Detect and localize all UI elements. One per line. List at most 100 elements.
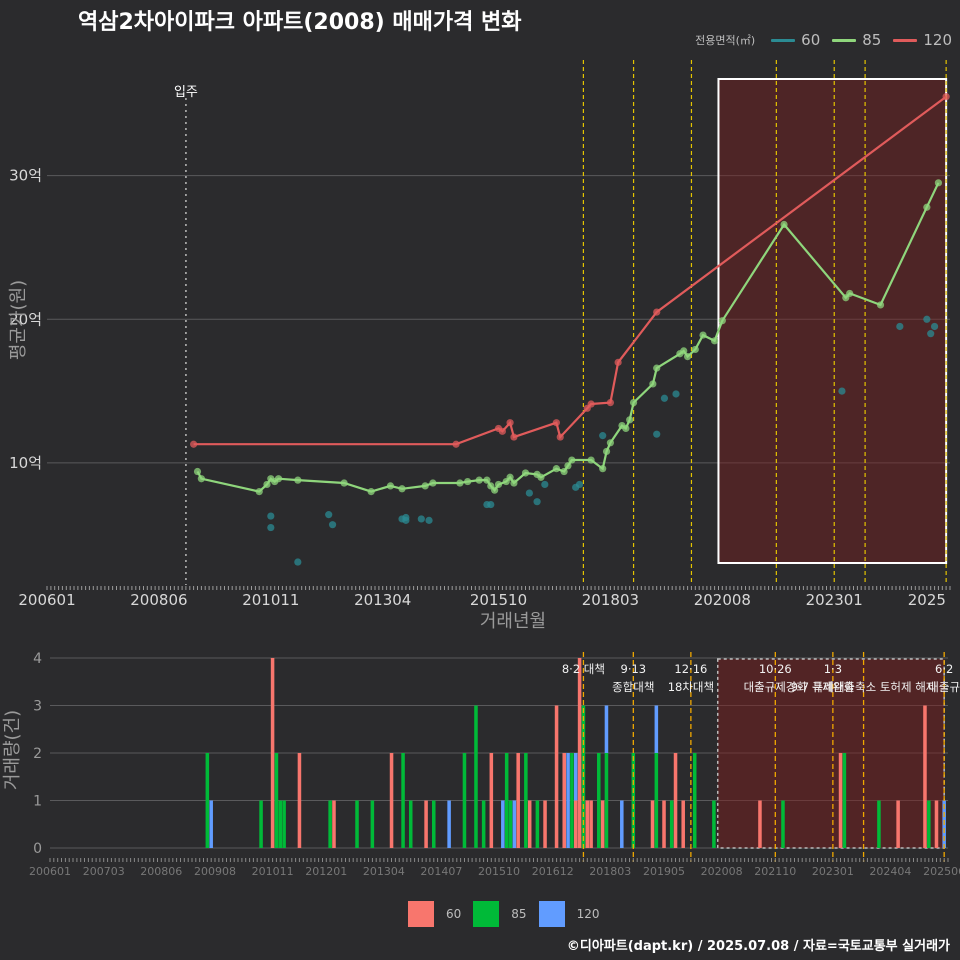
volume-bar-120 <box>501 800 505 848</box>
legend-line-icon <box>893 38 918 42</box>
volume-bar-85 <box>877 800 881 848</box>
x-tick-label: 200806 <box>130 591 187 609</box>
volume-bar-85 <box>431 800 436 848</box>
policy-label: 8·2 대책 <box>562 662 605 676</box>
volume-x-tick-label: 202110 <box>754 865 796 878</box>
data-point-85 <box>564 462 572 470</box>
volume-x-tick-label: 201304 <box>363 865 405 878</box>
data-point-60 <box>660 394 669 402</box>
volume-x-tick-label: 200601 <box>29 865 71 878</box>
policy-label: 12·16 <box>674 662 707 676</box>
volume-y-tick-label: 3 <box>33 699 42 715</box>
volume-bar-85 <box>328 800 332 848</box>
policy-label: 대출규 <box>928 680 960 694</box>
volume-bar-85 <box>692 753 697 848</box>
volume-bar-85 <box>205 753 210 848</box>
policy-label: 1·3 <box>824 662 842 676</box>
volume-bar-60 <box>585 800 590 848</box>
volume-bar-60 <box>589 800 593 848</box>
data-point-60 <box>672 390 680 398</box>
data-point-85 <box>510 479 518 487</box>
volume-y-tick-label: 2 <box>33 746 42 762</box>
volume-bar-60 <box>516 753 520 848</box>
data-point-60 <box>402 513 410 522</box>
volume-x-minor-ticks <box>49 858 949 862</box>
policy-label: 6·2 <box>935 662 953 676</box>
legend-swatch-icon <box>473 901 500 927</box>
data-point-60 <box>525 489 533 497</box>
data-point-85 <box>421 482 429 490</box>
volume-bar-60 <box>543 800 547 848</box>
data-point-120 <box>587 400 595 408</box>
volume-bar-85 <box>604 753 609 848</box>
volume-bar-60 <box>673 753 678 848</box>
data-point-60 <box>599 432 607 440</box>
x-tick-label: 201304 <box>354 591 411 609</box>
data-point-120 <box>653 308 661 316</box>
volume-bar-60 <box>297 753 302 848</box>
data-point-85 <box>568 456 576 464</box>
y-axis-title: 평균가(원) <box>8 280 29 360</box>
volume-y-tick-label: 0 <box>33 841 42 857</box>
data-point-60 <box>575 480 584 489</box>
data-point-85 <box>456 479 464 487</box>
data-point-85 <box>934 179 943 187</box>
volume-bar-120 <box>654 705 659 753</box>
data-point-120 <box>506 419 514 427</box>
data-point-85 <box>506 473 514 481</box>
volume-bar-85 <box>504 753 509 848</box>
volume-bar-60 <box>489 753 494 848</box>
data-point-60 <box>325 511 333 519</box>
volume-bar-60 <box>527 800 532 848</box>
policy-label: 종합대책 <box>612 680 654 694</box>
legend-line-icon <box>771 38 796 42</box>
data-point-60 <box>541 480 549 489</box>
data-point-85 <box>718 317 726 325</box>
data-point-60 <box>267 523 275 532</box>
volume-bar-60 <box>923 705 927 848</box>
legend-label-60: 60 <box>801 31 821 49</box>
data-point-85 <box>274 475 283 483</box>
volume-bar-60 <box>662 800 666 848</box>
data-point-85 <box>602 447 611 456</box>
volume-x-tick-label: 201201 <box>305 865 347 878</box>
legend-volume-label-120: 120 <box>576 907 600 921</box>
highlight-region <box>717 78 948 564</box>
data-point-60 <box>653 430 661 438</box>
data-point-85 <box>626 416 634 424</box>
data-point-85 <box>491 486 499 494</box>
legend-volume-item-120: 120 <box>538 901 600 927</box>
legend-volume-label-60: 60 <box>446 907 462 921</box>
data-point-60 <box>267 512 275 520</box>
volume-y-tick-label: 4 <box>33 651 42 667</box>
volume-y-axis-title: 거래량(건) <box>2 710 23 790</box>
data-point-85 <box>587 456 595 464</box>
volume-bar-85 <box>597 753 601 848</box>
data-point-60 <box>533 498 541 506</box>
price-chart: 10억 20억 30억 입주 200601 200806 201011 201304 20151… <box>8 60 951 632</box>
volume-bar-120 <box>447 800 451 848</box>
y-tick-label: 20억 <box>9 310 42 328</box>
data-point-60 <box>930 322 939 331</box>
legend-area-size: 전용면적(㎡) 60 85 120 <box>695 31 952 49</box>
data-point-85 <box>398 485 406 493</box>
policy-label: 대출규제강화 <box>744 680 808 694</box>
volume-bar-60 <box>577 658 582 848</box>
volume-x-tick-label: 200908 <box>194 865 236 878</box>
data-point-85 <box>680 347 688 355</box>
data-point-85 <box>263 480 271 489</box>
data-point-85 <box>367 488 375 496</box>
data-point-85 <box>483 476 491 484</box>
data-point-85 <box>294 476 302 484</box>
data-point-60 <box>425 516 433 524</box>
chart-title: 역삼2차아이파크 아파트(2008) 매매가격 변화 <box>78 10 522 35</box>
volume-x-tick-label: 201905 <box>643 865 685 878</box>
volume-bar-120 <box>573 753 578 801</box>
volume-bar-120 <box>209 800 213 848</box>
data-point-120 <box>498 427 506 435</box>
volume-bar-85 <box>274 753 279 848</box>
legend-item-120: 120 <box>893 31 952 49</box>
volume-x-tick-label: 201510 <box>478 865 520 878</box>
volume-bar-60 <box>554 705 559 848</box>
